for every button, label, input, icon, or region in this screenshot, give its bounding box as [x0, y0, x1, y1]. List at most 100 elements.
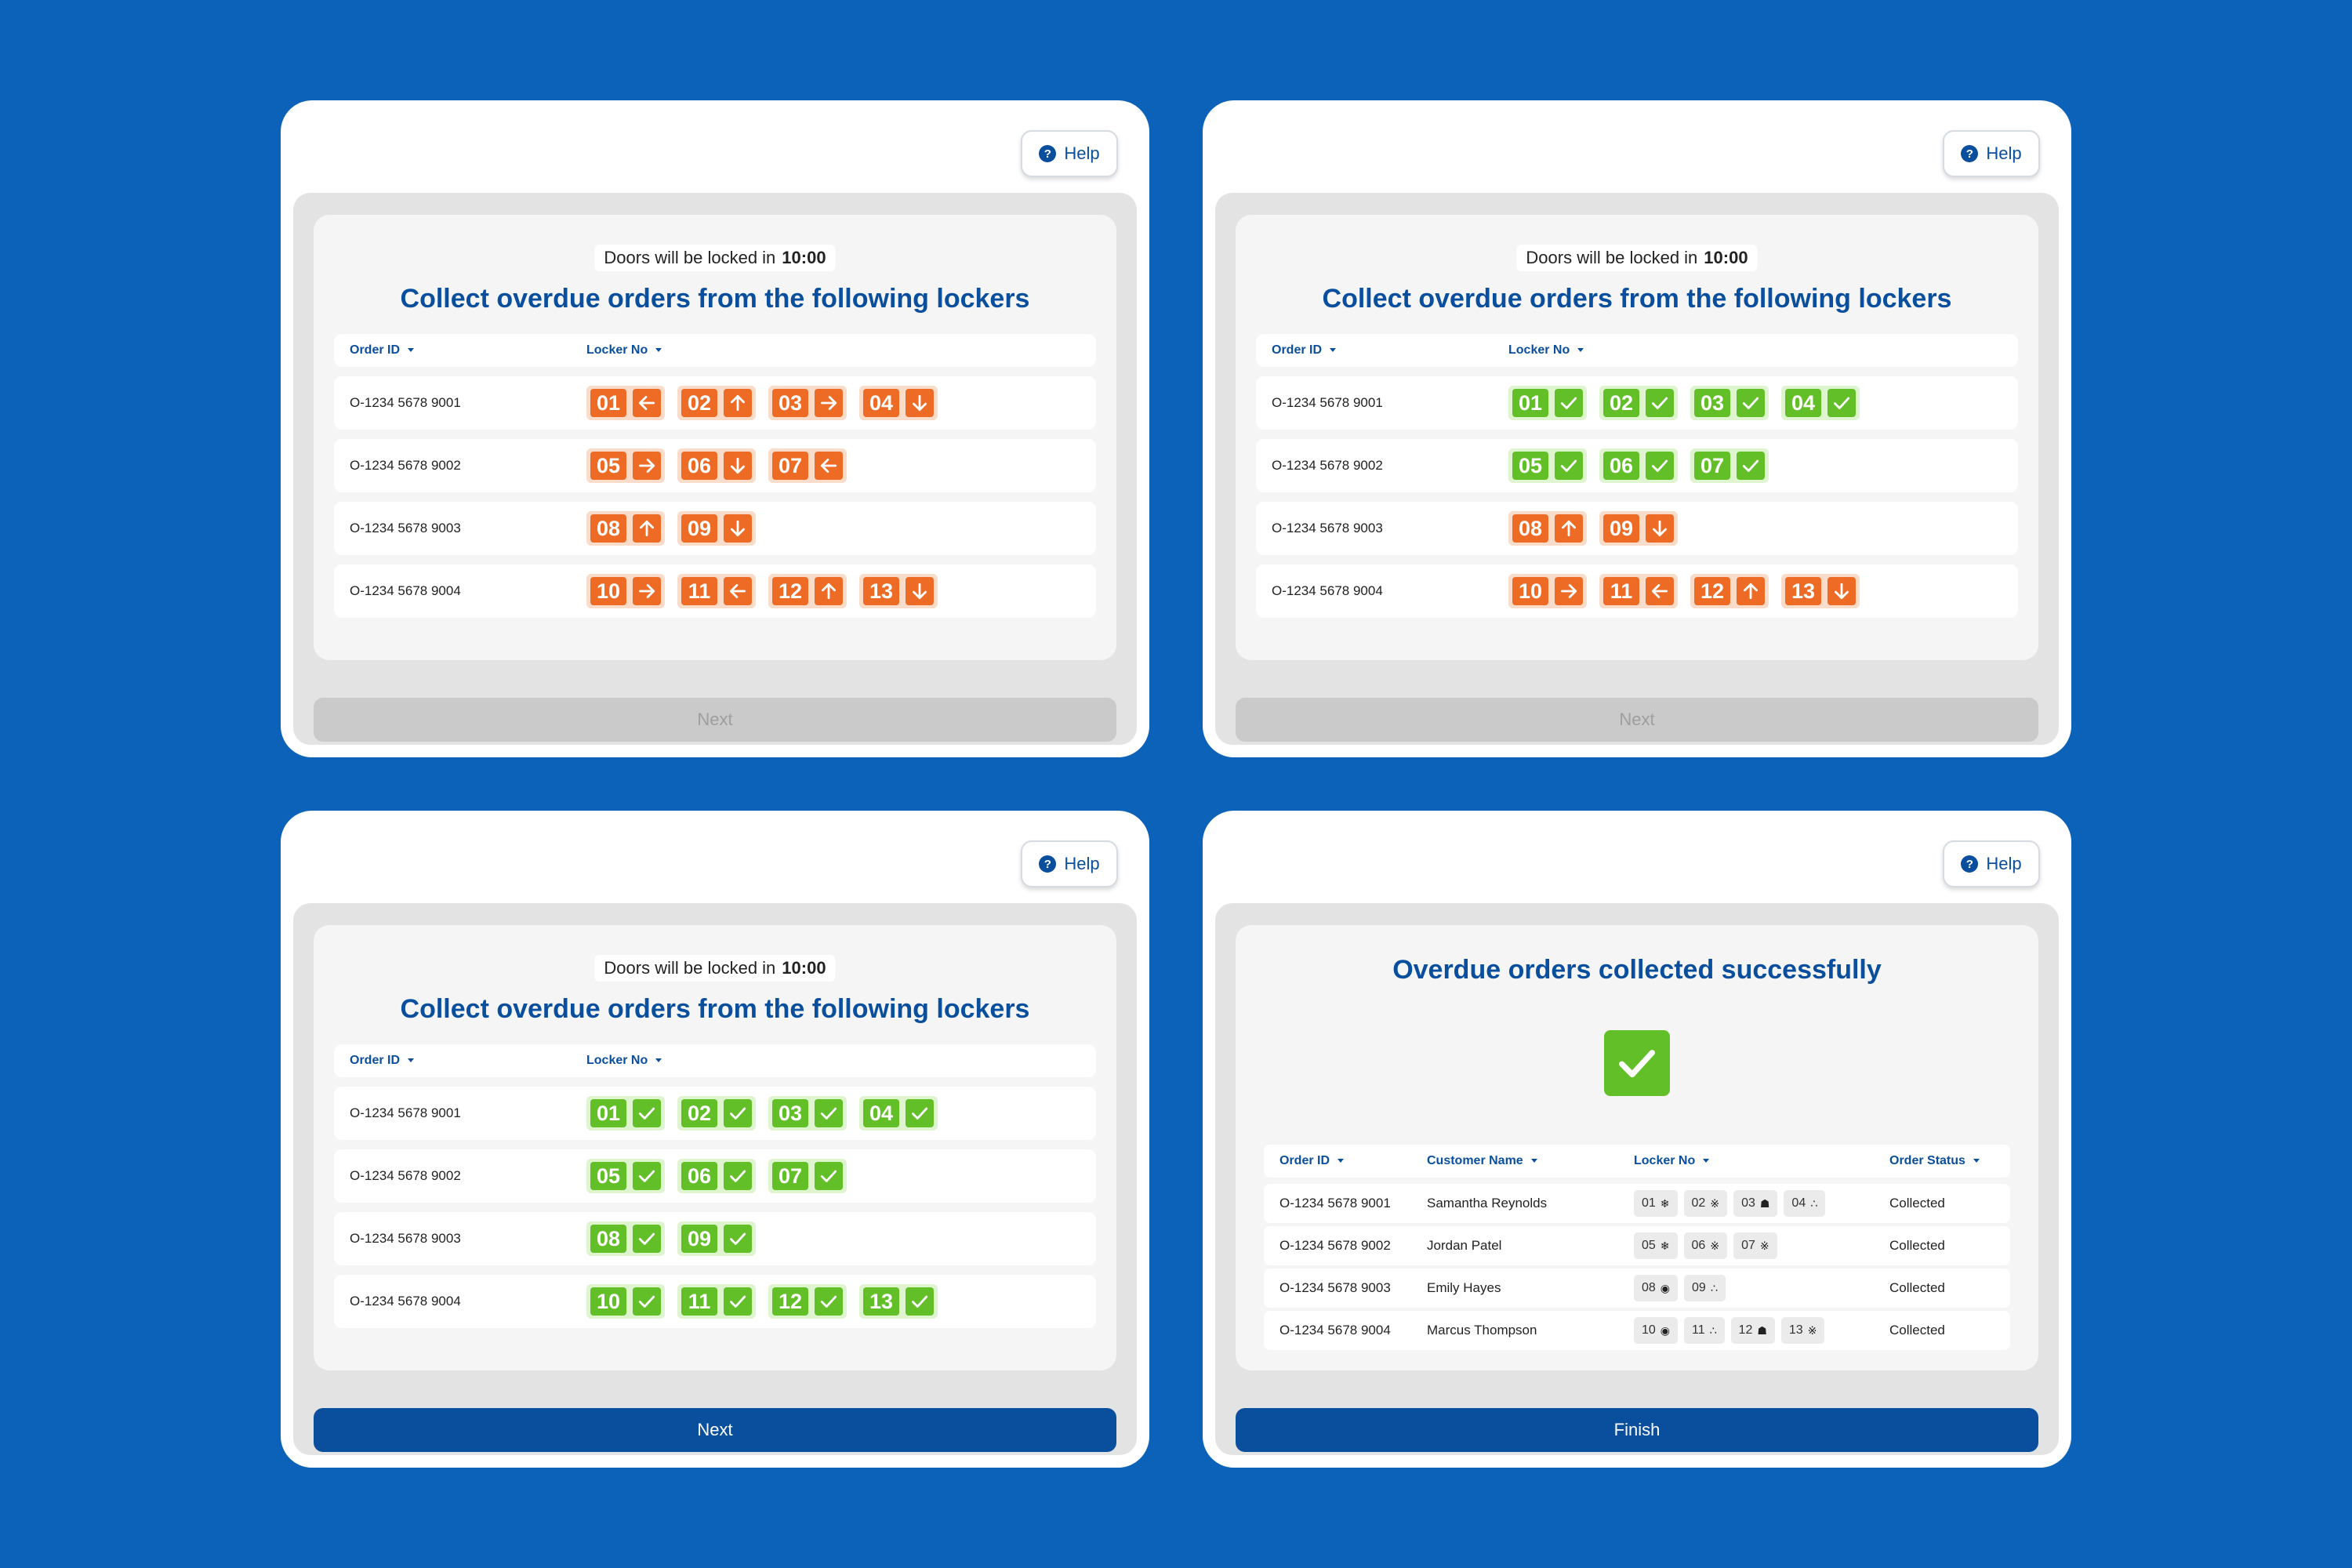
locker-number: 02 [1691, 1196, 1706, 1210]
locker-chip: 08 [586, 1221, 665, 1256]
next-button[interactable]: Next [314, 698, 1116, 742]
locker-number: 04 [1785, 389, 1821, 417]
arrow-up-icon [815, 577, 843, 605]
order-id: O-1234 5678 9003 [1272, 521, 1383, 535]
sort-caret-icon [655, 348, 662, 353]
timer-label: Doors will be locked in [1526, 248, 1698, 267]
col-customer-name[interactable]: Customer Name [1427, 1145, 1537, 1178]
sort-caret-icon [408, 348, 415, 353]
locker-number: 06 [681, 1162, 717, 1190]
table-row: O-1234 5678 9001 01 02 03 04 [334, 376, 1096, 430]
finish-button[interactable]: Finish [1236, 1408, 2038, 1452]
check-icon [1646, 389, 1674, 417]
locker-number: 11 [1603, 577, 1639, 605]
locker-chip: 10 [1508, 574, 1587, 608]
col-order-id[interactable]: Order ID [1272, 334, 1337, 367]
locker-tag: 06 ※ [1683, 1232, 1728, 1259]
col-customer-name-label: Customer Name [1427, 1154, 1523, 1167]
customer-name: Jordan Patel [1427, 1238, 1502, 1253]
locker-chip: 12 [1690, 574, 1769, 608]
order-status: Collected [1889, 1238, 1945, 1253]
help-label: Help [1064, 143, 1100, 163]
sort-caret-icon [655, 1058, 662, 1063]
table-row: O-1234 5678 9001 Samantha Reynolds 01 ❄ 02… [1264, 1184, 2010, 1223]
table-row: O-1234 5678 9004 Marcus Thompson 10 ◉ 11 ∴ 1… [1264, 1311, 2010, 1350]
locker-list: 05 ❄ 06 ※ 07 ※ [1634, 1232, 1777, 1259]
page-title: Collect overdue orders from the followin… [400, 994, 1030, 1024]
locker-list: 01 02 03 04 [586, 386, 938, 420]
locker-chip: 02 [677, 1096, 756, 1131]
locker-number: 05 [1642, 1239, 1656, 1252]
locker-number: 02 [681, 389, 717, 417]
order-id: O-1234 5678 9001 [1272, 395, 1383, 410]
lock-timer: Doors will be locked in 10:00 [1516, 245, 1758, 271]
sort-caret-icon [1703, 1159, 1710, 1163]
locker-tag: 10 ◉ [1634, 1317, 1679, 1344]
order-id: O-1234 5678 9002 [1279, 1238, 1391, 1253]
col-locker-no[interactable]: Locker No [586, 1044, 662, 1077]
locker-list: 10 ◉ 11 ∴ 12 ☗ 13 ※ [1634, 1317, 1825, 1344]
col-order-id-label: Order ID [1279, 1154, 1330, 1167]
locker-chip: 06 [1599, 448, 1678, 483]
sort-caret-icon [408, 1058, 415, 1063]
locker-number: 06 [681, 452, 717, 480]
arrow-up-icon [633, 514, 661, 543]
order-id: O-1234 5678 9003 [1279, 1280, 1391, 1295]
order-status: Collected [1889, 1196, 1945, 1210]
table-row: O-1234 5678 9004 10 11 12 13 [334, 564, 1096, 618]
locker-number: 08 [590, 1225, 626, 1253]
locker-number: 13 [1788, 1323, 1803, 1337]
locker-tag: 13 ※ [1780, 1317, 1825, 1344]
order-id: O-1234 5678 9001 [1279, 1196, 1391, 1210]
check-icon [1555, 389, 1583, 417]
sort-caret-icon [1330, 348, 1337, 353]
table-row: O-1234 5678 9003 08 09 [1256, 502, 2018, 555]
help-button[interactable]: ? Help [1943, 130, 2040, 177]
next-button[interactable]: Next [314, 1408, 1116, 1452]
timer-value: 10:00 [1704, 248, 1748, 267]
table-header: Order ID Locker No [334, 334, 1096, 367]
locker-chip: 04 [859, 386, 938, 420]
col-locker-no[interactable]: Locker No [586, 334, 662, 367]
order-id: O-1234 5678 9002 [1272, 458, 1383, 473]
locker-number: 09 [1692, 1281, 1706, 1294]
locker-chip: 05 [586, 448, 665, 483]
locker-chip: 06 [677, 448, 756, 483]
check-icon [906, 1099, 934, 1127]
col-order-id[interactable]: Order ID [1279, 1145, 1345, 1178]
locker-glyph-icon: ※ [1759, 1239, 1769, 1252]
locker-tag: 05 ❄ [1634, 1232, 1678, 1259]
locker-list: 05 06 07 [586, 448, 847, 483]
table-row: O-1234 5678 9004 10 11 12 13 [334, 1275, 1096, 1328]
main-panel: Overdue orders collected successfully Or… [1215, 903, 2059, 1455]
timer-label: Doors will be locked in [604, 958, 776, 978]
locker-chip: 04 [1781, 386, 1860, 420]
locker-number: 06 [1691, 1239, 1706, 1252]
locker-number: 04 [863, 1099, 899, 1127]
arrow-left-icon [633, 389, 661, 417]
locker-number: 01 [1642, 1196, 1656, 1210]
help-button[interactable]: ? Help [1021, 130, 1118, 177]
col-locker-no[interactable]: Locker No [1508, 334, 1584, 367]
locker-number: 11 [681, 1287, 717, 1316]
col-order-id[interactable]: Order ID [350, 334, 415, 367]
locker-number: 09 [681, 1225, 717, 1253]
col-order-id[interactable]: Order ID [350, 1044, 415, 1077]
locker-number: 10 [1642, 1323, 1656, 1337]
page-title: Collect overdue orders from the followin… [1322, 284, 1952, 314]
col-order-status[interactable]: Order Status [1889, 1145, 1980, 1178]
check-icon [1737, 389, 1765, 417]
table-row: O-1234 5678 9002 Jordan Patel 05 ❄ 06 ※ 07 ※ … [1264, 1226, 2010, 1265]
locker-chip: 09 [677, 1221, 756, 1256]
next-button[interactable]: Next [1236, 698, 2038, 742]
customer-name: Marcus Thompson [1427, 1323, 1537, 1338]
arrow-down-icon [724, 514, 752, 543]
help-button[interactable]: ? Help [1021, 840, 1118, 887]
locker-glyph-icon: ☗ [1757, 1323, 1767, 1337]
help-button[interactable]: ? Help [1943, 840, 2040, 887]
locker-list: 08 ◉ 09 ∴ [1634, 1275, 1726, 1301]
order-id: O-1234 5678 9004 [350, 583, 461, 598]
arrow-down-icon [724, 452, 752, 480]
col-locker-no[interactable]: Locker No [1634, 1145, 1710, 1178]
locker-number: 13 [863, 577, 899, 605]
